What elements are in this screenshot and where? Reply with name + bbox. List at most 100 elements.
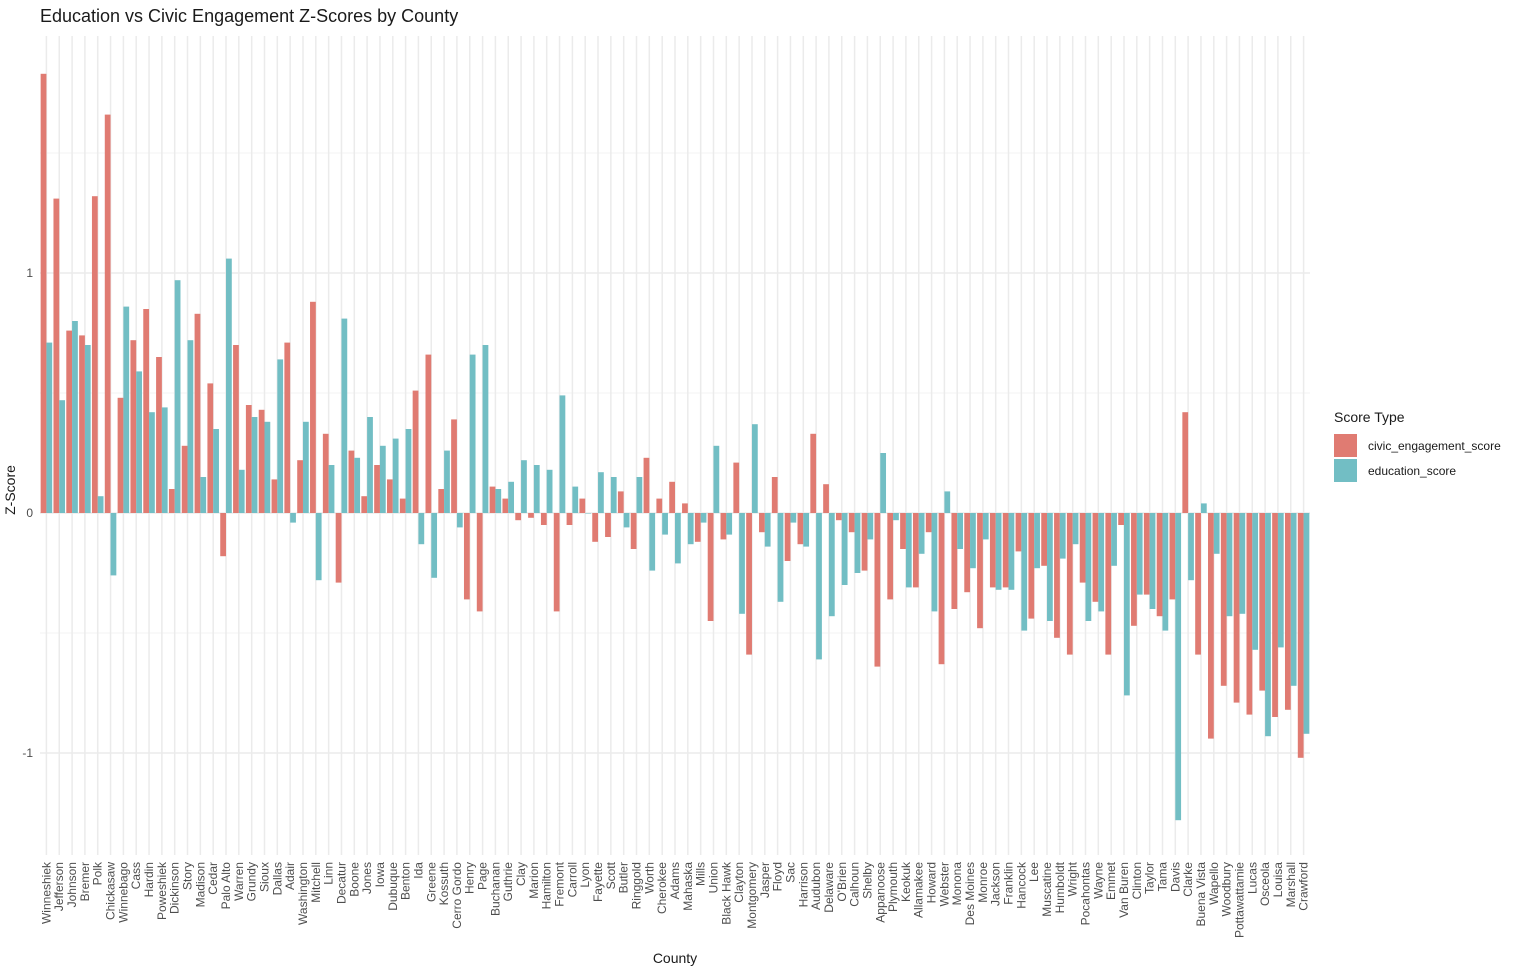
civic-engagement-bar <box>746 513 752 655</box>
education-bar <box>957 513 963 549</box>
x-tick-label: Des Moines <box>963 862 977 925</box>
education-bar <box>187 340 194 513</box>
civic-engagement-bar <box>938 513 945 665</box>
civic-engagement-bar <box>810 433 817 513</box>
education-bar <box>1213 513 1220 554</box>
civic-engagement-bar <box>643 457 650 513</box>
education-bar <box>1085 513 1092 621</box>
education-bar <box>367 417 373 513</box>
education-bar <box>572 486 579 513</box>
civic-engagement-bar <box>925 513 932 533</box>
education-bar <box>110 513 117 576</box>
x-tick-label: Linn <box>322 862 336 885</box>
x-tick-label: Montgomery <box>745 862 759 929</box>
education-bar <box>713 445 720 513</box>
education-bar <box>649 513 656 571</box>
education-bar <box>970 513 976 569</box>
civic-engagement-bar <box>874 513 881 667</box>
legend-swatch-education <box>1334 459 1357 482</box>
civic-engagement-bar <box>143 309 150 513</box>
civic-engagement-bar <box>1054 513 1060 638</box>
x-tick-label: Iowa <box>373 862 387 888</box>
civic-engagement-bar <box>617 491 624 513</box>
civic-engagement-bar <box>476 513 483 612</box>
civic-engagement-bar <box>220 513 227 557</box>
education-bar <box>1098 513 1105 612</box>
civic-engagement-bar <box>53 198 60 513</box>
civic-engagement-bar <box>515 513 522 521</box>
x-tick-label: Hancock <box>1014 861 1028 909</box>
education-bar <box>97 496 104 513</box>
x-tick-label: Adair <box>283 862 297 890</box>
civic-engagement-bar <box>1156 513 1163 617</box>
x-tick-label: Monroe <box>976 862 990 903</box>
legend: Score Type civic_engagement_score educat… <box>1334 409 1501 483</box>
civic-engagement-bar <box>66 330 73 513</box>
civic-engagement-bar <box>759 513 765 533</box>
education-bar <box>72 321 78 513</box>
education-bar <box>1034 513 1040 569</box>
education-bar <box>854 513 861 573</box>
x-tick-label: Union <box>706 862 720 893</box>
education-bar <box>200 477 207 513</box>
civic-engagement-bar <box>1028 513 1035 619</box>
education-bar <box>1136 513 1143 595</box>
x-tick-label: Marshall <box>1284 862 1298 907</box>
education-bar <box>777 513 784 602</box>
civic-engagement-bar <box>79 335 85 513</box>
education-bar <box>1111 513 1117 566</box>
x-tick-label: Clarke <box>1181 862 1195 897</box>
x-tick-label: Delaware <box>822 862 836 913</box>
civic-engagement-bar <box>848 513 855 533</box>
x-tick-label: Cedar <box>206 862 220 895</box>
civic-engagement-bar <box>1066 513 1073 655</box>
x-tick-label: Lucas <box>1245 862 1259 894</box>
civic-engagement-bar <box>387 479 393 513</box>
education-bar <box>1226 513 1233 617</box>
civic-engagement-bar <box>463 513 470 600</box>
education-bar <box>700 513 707 523</box>
civic-engagement-bar <box>1002 513 1009 588</box>
x-tick-label: Appanoose <box>873 862 887 923</box>
education-bar <box>379 445 386 513</box>
education-bar <box>1021 513 1028 631</box>
x-tick-label: Hamilton <box>540 862 554 909</box>
civic-engagement-bar <box>156 357 162 513</box>
civic-engagement-bar <box>1079 513 1086 583</box>
x-tick-label: Decatur <box>334 862 348 904</box>
education-bar <box>238 469 245 513</box>
civic-engagement-bar <box>284 342 291 513</box>
civic-engagement-bar <box>233 345 239 513</box>
civic-engagement-bar <box>592 513 599 542</box>
x-tick-label: Plymouth <box>886 862 900 912</box>
education-bar <box>982 513 989 540</box>
civic-engagement-bar <box>1143 513 1150 595</box>
education-bar <box>675 513 681 564</box>
civic-engagement-bar <box>887 513 894 600</box>
civic-engagement-bar <box>656 498 663 513</box>
x-tick-label: Winnebago <box>116 862 130 923</box>
x-tick-label: Polk <box>91 861 105 885</box>
legend-item-civic: civic_engagement_score <box>1334 433 1501 458</box>
education-bar <box>585 513 591 514</box>
civic-engagement-bar <box>130 340 137 513</box>
x-tick-label: Wapello <box>1207 862 1221 905</box>
x-tick-label: Tama <box>1155 862 1169 892</box>
civic-engagement-bar <box>425 354 432 513</box>
civic-engagement-bar <box>104 114 111 513</box>
legend-swatch-civic <box>1334 434 1357 457</box>
x-tick-label: Davis <box>1168 862 1182 892</box>
civic-engagement-bar <box>194 313 201 513</box>
y-axis-title: Z-Score <box>2 465 18 515</box>
chart-title: Education vs Civic Engagement Z-Scores b… <box>40 6 459 26</box>
y-tick-label: 0 <box>26 506 33 520</box>
education-bar <box>1290 513 1297 686</box>
education-bar <box>521 460 527 513</box>
civic-engagement-bar <box>502 498 509 513</box>
education-bar <box>1252 513 1259 650</box>
education-bar <box>905 513 912 588</box>
x-tick-label: Keokuk <box>899 861 913 902</box>
education-bar <box>610 477 617 513</box>
civic-engagement-bar <box>1208 513 1214 739</box>
